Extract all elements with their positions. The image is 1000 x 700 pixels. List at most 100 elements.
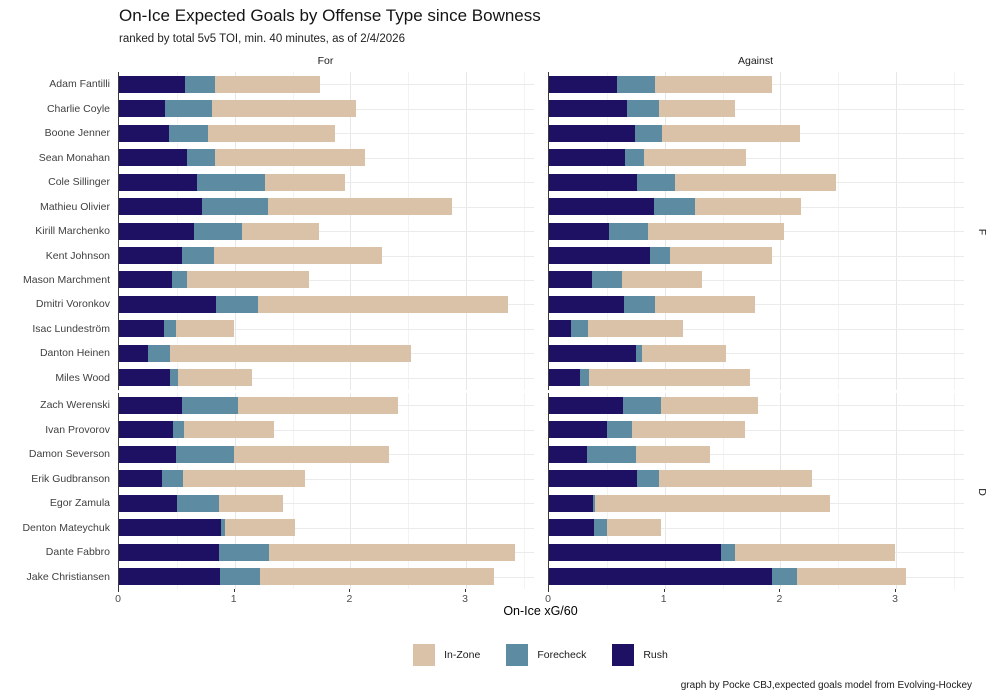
bar-segment-inzone bbox=[225, 519, 295, 537]
bar-segment-forecheck bbox=[218, 543, 270, 561]
bar-segment-forecheck bbox=[147, 344, 170, 362]
bar-segment-forecheck bbox=[202, 198, 269, 215]
bar-segment-forecheck bbox=[168, 124, 209, 142]
bar-segment-rush bbox=[549, 295, 625, 313]
bar-segment-inzone bbox=[233, 445, 389, 463]
gridline-vertical bbox=[408, 393, 410, 589]
bar-segment-inzone bbox=[588, 320, 684, 338]
axis-tick-label: 0 bbox=[545, 593, 551, 605]
gridline-horizontal bbox=[549, 279, 964, 281]
bar-segment-inzone bbox=[257, 295, 508, 313]
bar-segment-inzone bbox=[169, 344, 411, 362]
player-label: Adam Fantilli bbox=[49, 78, 110, 91]
bar-segment-forecheck bbox=[634, 124, 663, 142]
bar-segment-rush bbox=[119, 222, 195, 240]
bar-against bbox=[549, 222, 784, 240]
gridline-horizontal bbox=[549, 454, 964, 456]
bar-segment-rush bbox=[549, 396, 623, 414]
player-label: Miles Wood bbox=[55, 371, 110, 384]
bar-for bbox=[119, 198, 453, 215]
bar-segment-inzone bbox=[635, 445, 710, 463]
bar-segment-rush bbox=[119, 369, 170, 387]
gridline-vertical bbox=[722, 393, 724, 589]
bar-segment-rush bbox=[549, 344, 636, 362]
gridline-horizontal bbox=[119, 84, 534, 86]
bar-segment-inzone bbox=[268, 198, 453, 215]
bar-segment-inzone bbox=[241, 222, 320, 240]
bar-segment-forecheck bbox=[176, 494, 219, 512]
bar-segment-inzone bbox=[643, 149, 746, 167]
bar-segment-forecheck bbox=[636, 470, 659, 488]
bar-against bbox=[549, 173, 836, 191]
chart-subtitle: ranked by total 5v5 TOI, min. 40 minutes… bbox=[119, 33, 405, 45]
bar-segment-forecheck bbox=[196, 173, 265, 191]
bar-segment-inzone bbox=[670, 247, 773, 264]
bar-segment-forecheck bbox=[580, 369, 590, 387]
bar-segment-inzone bbox=[595, 494, 831, 512]
bar-segment-rush bbox=[549, 519, 595, 537]
bar-for bbox=[119, 75, 321, 93]
player-label: Kirill Marchenko bbox=[35, 225, 110, 237]
bar-segment-forecheck bbox=[609, 222, 649, 240]
bar-segment-forecheck bbox=[164, 320, 176, 338]
bar-segment-rush bbox=[549, 173, 637, 191]
bar-segment-inzone bbox=[211, 100, 357, 118]
player-label: Sean Monahan bbox=[38, 151, 110, 164]
bar-for bbox=[119, 124, 336, 142]
bar-against bbox=[549, 247, 773, 264]
bar-against bbox=[549, 100, 736, 118]
player-label: Kent Johnson bbox=[45, 249, 110, 262]
gridline-horizontal bbox=[119, 478, 534, 480]
bar-against bbox=[549, 295, 755, 313]
bar-segment-rush bbox=[119, 198, 203, 215]
axis-tick bbox=[233, 589, 235, 592]
bar-for bbox=[119, 543, 515, 561]
axis-tick bbox=[895, 589, 897, 592]
axis-tick-label: 3 bbox=[462, 593, 469, 605]
bar-segment-rush bbox=[119, 421, 174, 439]
bar-segment-rush bbox=[119, 173, 197, 191]
gridline-horizontal bbox=[119, 429, 534, 431]
bar-segment-rush bbox=[119, 320, 165, 338]
bar-for bbox=[119, 344, 411, 362]
bar-segment-rush bbox=[549, 124, 635, 142]
legend-item-inzone: In-Zone bbox=[413, 644, 480, 666]
gridline-vertical bbox=[523, 393, 525, 589]
bar-for bbox=[119, 100, 357, 118]
axis-tick-label: 0 bbox=[115, 593, 121, 605]
bar-segment-inzone bbox=[606, 519, 662, 537]
player-label: Ivan Provorov bbox=[45, 423, 110, 436]
player-label: Denton Mateychuk bbox=[22, 521, 110, 534]
bar-segment-forecheck bbox=[181, 247, 214, 264]
bar-segment-rush bbox=[549, 149, 626, 167]
bar-segment-forecheck bbox=[606, 421, 633, 439]
bar-segment-inzone bbox=[208, 124, 336, 142]
bar-segment-inzone bbox=[214, 75, 321, 93]
bar-segment-inzone bbox=[661, 396, 759, 414]
player-label: Damon Severson bbox=[28, 448, 110, 461]
bar-segment-forecheck bbox=[649, 247, 671, 264]
bar-segment-inzone bbox=[658, 470, 812, 488]
bar-segment-forecheck bbox=[169, 369, 178, 387]
bar-segment-rush bbox=[119, 568, 220, 586]
player-label: Mathieu Olivier bbox=[39, 200, 110, 213]
bar-segment-inzone bbox=[260, 568, 494, 586]
bar-segment-rush bbox=[549, 100, 627, 118]
player-label: Cole Sillinger bbox=[48, 176, 110, 189]
bar-segment-forecheck bbox=[623, 396, 662, 414]
bar-segment-rush bbox=[549, 222, 610, 240]
bar-for bbox=[119, 421, 274, 439]
bar-for bbox=[119, 445, 389, 463]
bar-segment-inzone bbox=[238, 396, 398, 414]
axis-tick bbox=[118, 589, 119, 592]
bar-segment-rush bbox=[119, 100, 166, 118]
bar-segment-rush bbox=[549, 494, 593, 512]
bar-segment-inzone bbox=[183, 421, 274, 439]
bar-segment-inzone bbox=[182, 470, 306, 488]
bar-segment-rush bbox=[119, 295, 217, 313]
gridline-vertical bbox=[292, 393, 294, 589]
bar-segment-rush bbox=[119, 494, 177, 512]
bar-against bbox=[549, 470, 812, 488]
gridline-vertical bbox=[606, 393, 608, 589]
